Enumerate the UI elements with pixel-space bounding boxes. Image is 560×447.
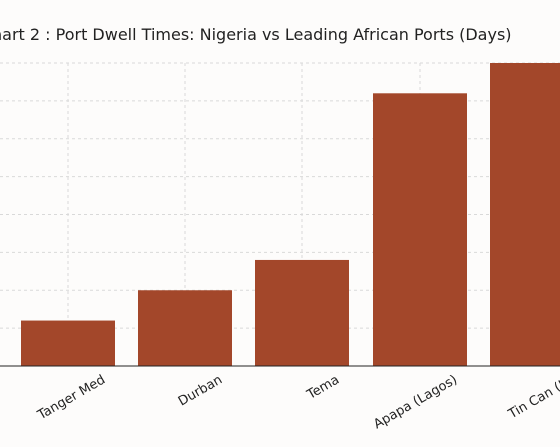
x-tick-label: Durban (176, 372, 225, 409)
x-tick-label: Tin Can (La (505, 372, 560, 422)
x-tick-labels: Tanger Med Durban Tema Apapa (Lagos) Tin Can… (35, 372, 560, 432)
chart-title: hart 2 : Port Dwell Times: Nigeria vs Le… (0, 25, 512, 44)
bar-tema (255, 259, 349, 366)
bars (21, 63, 560, 367)
x-tick-label: Tema (304, 372, 342, 403)
bar-tanger-med (21, 320, 115, 366)
bar-apapa-lagos (373, 93, 467, 367)
bar-durban (138, 290, 232, 366)
x-tick-label: Apapa (Lagos) (371, 372, 460, 432)
x-tick-label: Tanger Med (35, 372, 108, 423)
bar-tin-can-la (490, 63, 560, 366)
